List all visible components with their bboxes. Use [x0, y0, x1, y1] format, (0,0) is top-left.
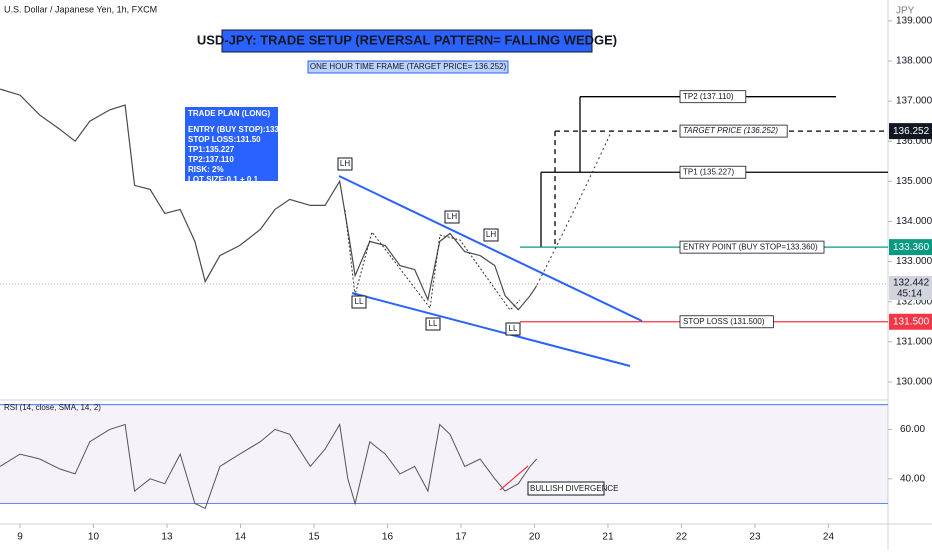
level-label: TP2 (137.110) [683, 92, 734, 101]
wedge-upper [338, 175, 643, 322]
x-tick-label: 23 [749, 532, 761, 543]
trade-plan-line: TP2:137.110 [188, 155, 234, 164]
y-tick-label: 130.000 [896, 377, 932, 388]
y-tick-label: 133.000 [896, 256, 932, 267]
y-tick-label: 136.000 [896, 136, 932, 147]
label-box [444, 210, 460, 224]
price-tag-label: 136.252 [893, 126, 930, 137]
trade-plan-line: TP1:135.227 [188, 145, 235, 154]
level-label: ENTRY POINT (BUY STOP=133.360) [683, 242, 818, 251]
pattern-labels: LH LL LL LH LH LL [337, 157, 521, 336]
price-tag [889, 313, 932, 330]
x-tick-label: 22 [676, 532, 688, 543]
x-tick-label: 20 [529, 532, 541, 543]
level-label-box [679, 165, 747, 179]
countdown: 45:14 [897, 289, 922, 300]
trade-plan: TRADE PLAN (LONG) ENTRY (BUY STOP):133.36… [188, 109, 291, 184]
y-tick-label: 134.000 [896, 216, 932, 227]
rsi-line [0, 423, 538, 510]
pattern-label: LL [509, 324, 518, 333]
trade-plan-line: STOP LOSS:131.50 [188, 135, 261, 144]
pattern-label: LH [486, 230, 496, 239]
trade-plan-line: TRADE PLAN (LONG) [188, 109, 271, 118]
y-tick-label: 135.000 [896, 176, 932, 187]
price-tag [889, 239, 932, 256]
trade-plan-line: ENTRY (BUY STOP):133.36 [188, 125, 291, 134]
x-tick-label: 13 [161, 532, 173, 543]
label-box [505, 322, 521, 336]
label-box [483, 228, 499, 242]
price-tag [889, 123, 932, 140]
price-tag-label: 131.500 [893, 316, 930, 327]
wedge-lower [351, 292, 631, 367]
subtitle: ONE HOUR TIME FRAME (TARGET PRICE= 136.2… [310, 62, 507, 71]
x-tick-label: 17 [455, 532, 467, 543]
label-box [351, 295, 367, 309]
level-label-box [679, 240, 825, 254]
pattern-label: LH [340, 159, 350, 168]
last-price-label: 132.442 [893, 278, 930, 289]
rsi-annotation: BULLISH DIVERGENCE [530, 484, 618, 493]
rsi-band [0, 404, 888, 504]
y-tick-label: 139.000 [896, 16, 932, 27]
symbol-header: U.S. Dollar / Japanese Yen, 1h, FXCM [4, 4, 157, 14]
label-box [425, 317, 441, 331]
title-box [221, 29, 593, 53]
pattern-label: LH [447, 212, 457, 221]
x-tick-label: 10 [88, 532, 100, 543]
rsi-tick-label: 60.00 [900, 424, 925, 435]
level-label-box [679, 315, 774, 329]
projection [536, 129, 613, 286]
label-box [337, 157, 353, 171]
trade-plan-line: RISK: 2% [188, 165, 224, 174]
divergence-line [499, 465, 529, 491]
trade-plan-box [185, 107, 278, 181]
price-line [0, 88, 538, 311]
subtitle-box [307, 60, 509, 74]
title: USD-JPY: TRADE SETUP (REVERSAL PATTERN= … [197, 32, 617, 47]
x-tick-label: 15 [308, 532, 320, 543]
rsi-tick-label: 40.00 [900, 473, 925, 484]
level-label: TARGET PRICE (136.252) [683, 126, 778, 135]
x-tick-label: 24 [823, 532, 835, 543]
x-tick-label: 21 [602, 532, 614, 543]
x-tick-label: 16 [382, 532, 394, 543]
currency: JPY [896, 6, 915, 17]
rsi-name: RSI (14, close, SMA, 14, 2) [4, 403, 101, 412]
level-label-box [679, 124, 788, 138]
pattern-label: LL [429, 319, 438, 328]
trade-plan-line: LOT SIZE:0.1 + 0.1 [188, 175, 259, 184]
y-tick-label: 131.000 [896, 336, 932, 347]
zigzag [344, 209, 521, 311]
y-tick-label: 137.000 [896, 96, 932, 107]
x-tick-label: 9 [17, 532, 23, 543]
x-tick-label: 14 [235, 532, 247, 543]
last-price-tag [889, 275, 932, 300]
level-label: STOP LOSS (131.500) [683, 317, 765, 326]
price-tag-label: 133.360 [893, 242, 930, 253]
level-label: TP1 (135.227) [683, 167, 734, 176]
annotation-box [527, 481, 605, 496]
pattern-label: LL [355, 297, 364, 306]
y-tick-label: 138.000 [896, 56, 932, 67]
level-label-box [679, 90, 747, 104]
y-tick-label: 132.000 [896, 296, 932, 307]
